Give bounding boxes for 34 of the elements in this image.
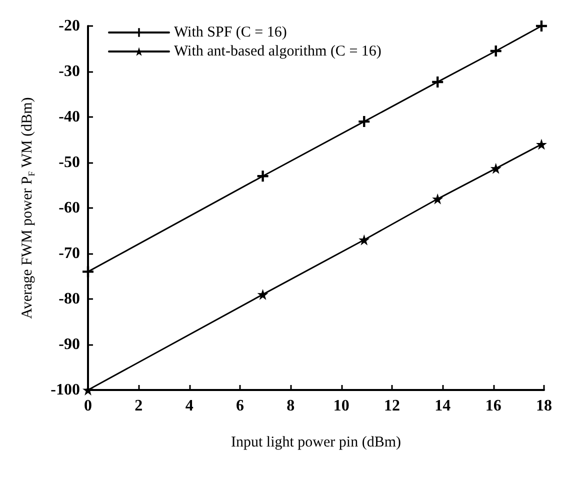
y-tick-label: -20: [58, 18, 80, 34]
point: [490, 162, 502, 174]
x-tick-label: 14: [434, 398, 451, 414]
y-tick-label: -100: [50, 382, 80, 398]
x-tick-label: 18: [536, 398, 552, 414]
y-axis-title: Average FWM power PF WM (dBm): [20, 97, 36, 319]
x-tick-label: 12: [384, 398, 400, 414]
y-tick-label: -30: [58, 63, 80, 80]
y-tick-label: -80: [58, 290, 80, 308]
point: [358, 116, 370, 128]
x-tick-label: 6: [236, 398, 244, 414]
point: [490, 46, 502, 57]
legend-label: With SPF (C = 16): [174, 24, 287, 40]
point: [432, 193, 444, 204]
point: [82, 266, 94, 278]
point: [432, 76, 444, 88]
x-tick-label: 8: [286, 398, 295, 414]
y-tick-label: -60: [58, 200, 80, 216]
point: [536, 138, 547, 150]
y-tick-label: -70: [58, 245, 80, 262]
x-tick-label: 4: [185, 398, 194, 414]
point: [358, 234, 370, 246]
x-axis-title: Input light power pin (dBm): [231, 434, 401, 450]
point: [257, 170, 268, 182]
point: [536, 20, 547, 32]
x-tick-label: 0: [84, 398, 92, 414]
y-tick-label: -50: [58, 154, 80, 171]
x-tick-label: 10: [333, 398, 350, 414]
legend-label: With ant-based algorithm (C = 16): [174, 44, 382, 60]
point: [257, 288, 268, 300]
x-tick-label: 2: [134, 398, 143, 414]
y-tick-label: -90: [58, 336, 80, 353]
x-tick-label: 16: [485, 398, 502, 414]
y-tick-label: -40: [58, 108, 80, 126]
